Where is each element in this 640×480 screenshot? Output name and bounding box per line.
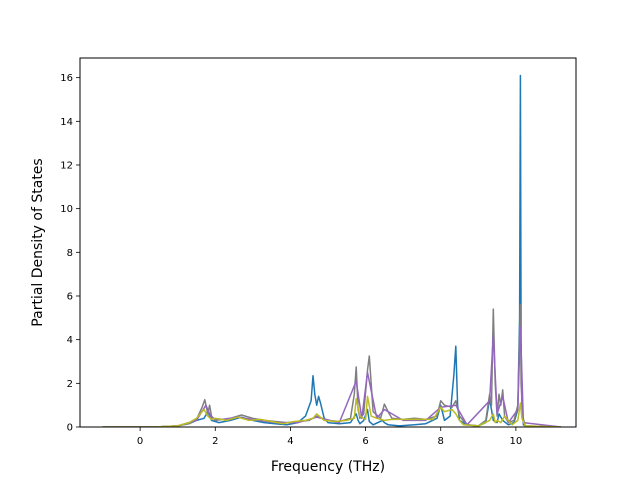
y-tick-label: 4 xyxy=(67,335,73,346)
y-tick-label: 12 xyxy=(60,160,73,171)
plot-frame xyxy=(79,57,577,428)
x-axis-label: Frequency (THz) xyxy=(271,459,385,475)
y-tick-label: 14 xyxy=(60,117,73,128)
y-tick-label: 2 xyxy=(67,379,73,390)
x-tick-label: 10 xyxy=(510,436,523,447)
y-tick-label: 8 xyxy=(67,248,73,259)
y-axis-label: Partial Density of States xyxy=(30,158,46,326)
series-layer xyxy=(102,74,562,427)
x-tick-label: 2 xyxy=(212,436,218,447)
x-tick-label: 6 xyxy=(362,436,368,447)
y-tick-label: 0 xyxy=(67,423,73,434)
series-line-4 xyxy=(102,395,562,427)
x-tick-label: 4 xyxy=(287,436,293,447)
y-tick-label: 10 xyxy=(60,204,73,215)
y-tick-label: 6 xyxy=(67,291,73,302)
x-tick-label: 8 xyxy=(438,436,444,447)
x-tick-label: 0 xyxy=(137,436,143,447)
x-axis-ticks: 0 2 4 6 8 10 xyxy=(137,427,522,447)
y-axis-ticks: 0 2 4 6 8 10 12 14 16 xyxy=(60,73,80,434)
y-tick-label: 16 xyxy=(60,73,73,84)
